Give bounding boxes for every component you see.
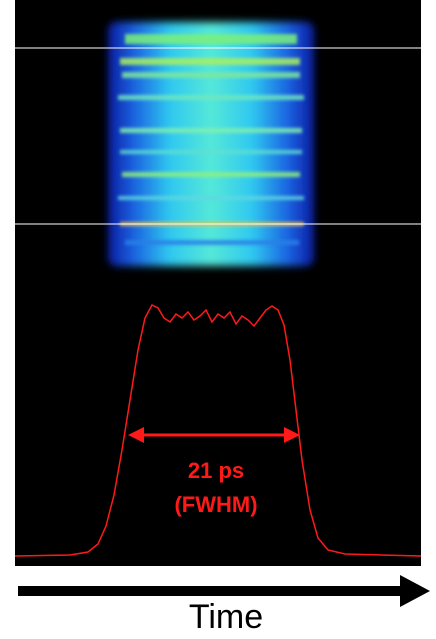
fwhm-value: 21 ps	[188, 458, 244, 483]
streak-image	[108, 22, 314, 266]
fwhm-note: (FWHM)	[174, 492, 257, 517]
axis-label: Time	[189, 598, 263, 636]
time-arrow	[18, 575, 430, 607]
fwhm-arrow	[128, 427, 300, 443]
pulse-profile	[14, 304, 422, 557]
